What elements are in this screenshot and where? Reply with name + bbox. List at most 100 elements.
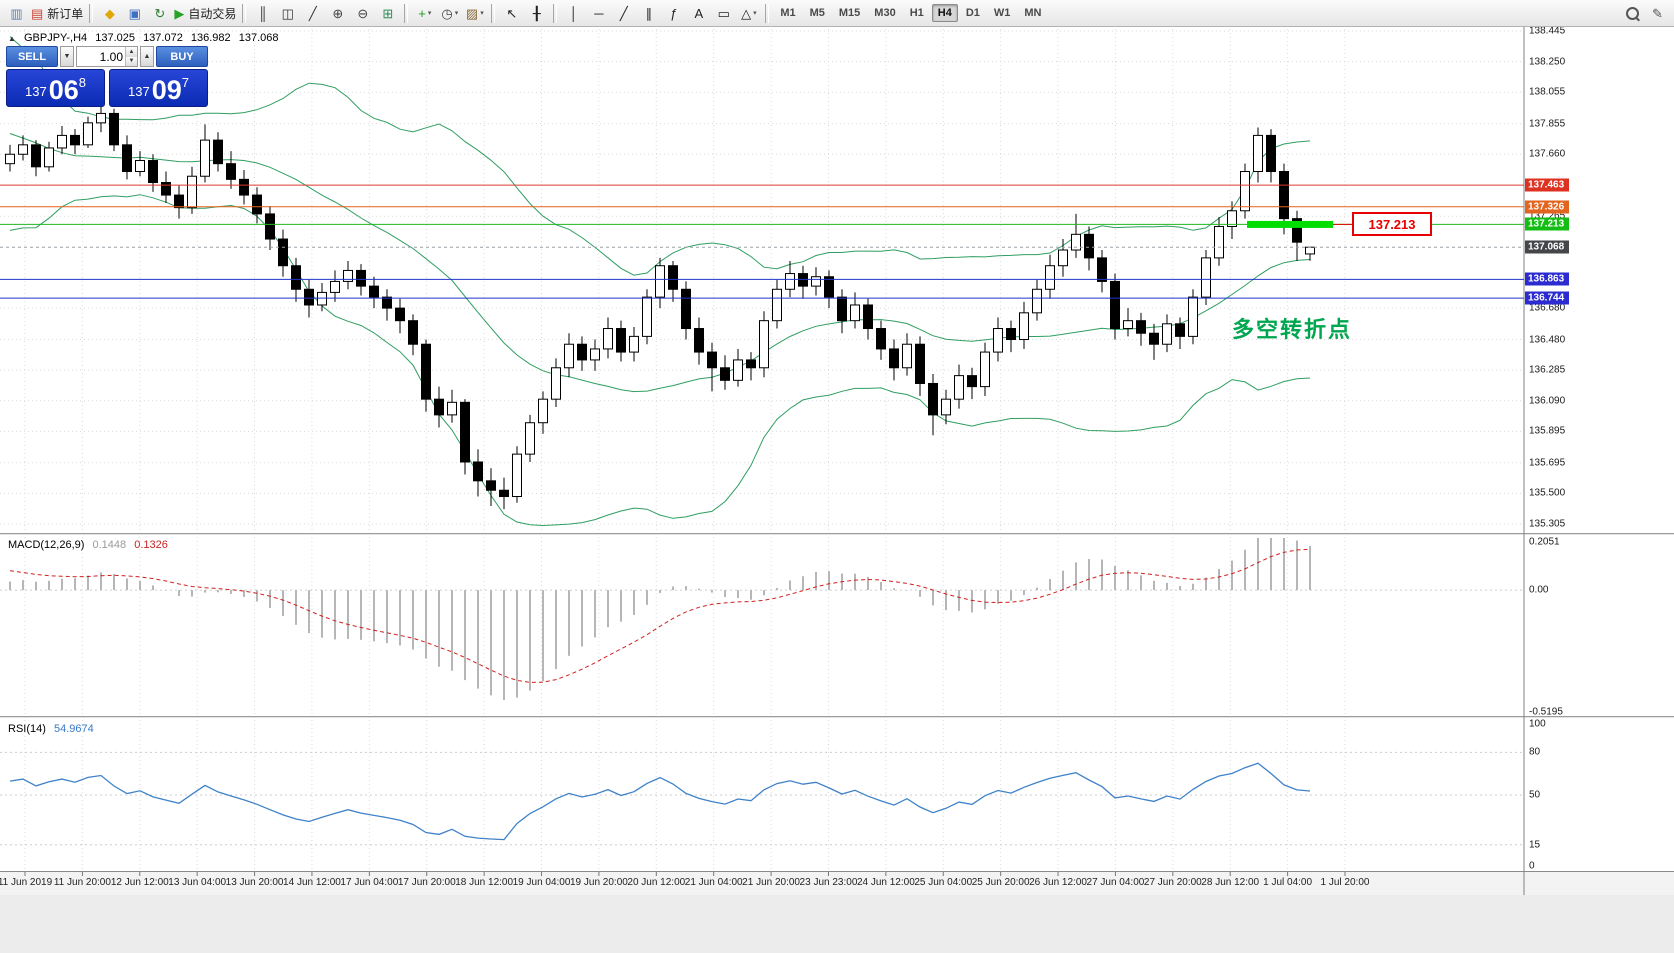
trendline-icon[interactable]: ╱ (612, 2, 635, 24)
channel-icon-glyph: ∥ (645, 5, 653, 21)
crosshair-icon[interactable]: ╂ (525, 2, 548, 24)
panel-splitter-rsi[interactable] (0, 716, 1674, 719)
data-window-icon[interactable]: ▣ (123, 2, 146, 24)
new-order-button[interactable]: ▤ 新订单 (30, 2, 84, 24)
timeframe-m1-button[interactable]: M1 (780, 7, 796, 19)
templates-icon-dropdown: ▾ (480, 10, 484, 17)
candlestick-chart-type-icon[interactable]: ◫ (276, 2, 299, 24)
new-order-button-label: 新订单 (47, 6, 84, 21)
templates-icon-glyph: ▨ (465, 5, 479, 21)
timeframe-w1-button[interactable]: W1 (993, 7, 1011, 19)
timeframe-m30-button[interactable]: M30 (874, 7, 896, 19)
sell-price-button[interactable]: 137 06 8 (6, 69, 105, 107)
ask-big: 09 (151, 75, 182, 105)
tile-windows-icon-glyph: ⊞ (382, 5, 394, 21)
volume-input[interactable] (77, 47, 125, 66)
line-chart-type-icon-glyph: ╱ (308, 5, 317, 21)
periods-icon-dropdown: ▾ (454, 10, 459, 17)
market-watch-icon-glyph: ◆ (104, 5, 115, 21)
toolbar-separator (553, 3, 558, 23)
toolbar-separator (242, 3, 247, 23)
horizontal-line-icon-glyph: ─ (594, 5, 604, 21)
cursor-icon-glyph: ↖ (506, 5, 518, 21)
bid-prefix: 137 (25, 84, 47, 99)
trendline-icon-glyph: ╱ (619, 5, 628, 21)
chart-window-icon-glyph: ▥ (10, 5, 23, 21)
horizontal-line-icon[interactable]: ─ (587, 2, 610, 24)
volume-decrease-button[interactable]: ▼ (126, 56, 137, 66)
indicators-icon-glyph: + (418, 5, 426, 21)
bid-big: 06 (48, 75, 79, 105)
toolbar-separator (765, 3, 770, 23)
tile-windows-icon[interactable]: ⊞ (376, 2, 399, 24)
timeframe-m15-button[interactable]: M15 (838, 7, 861, 19)
time-axis[interactable] (0, 871, 1674, 895)
toolbar-separator (404, 3, 409, 23)
text-label-icon-glyph: ▭ (717, 5, 730, 21)
toolbar-separator (89, 3, 94, 23)
chart-window-icon[interactable]: ▥ (5, 2, 28, 24)
shapes-icon[interactable]: △ ▾ (737, 2, 760, 24)
text-tool-icon-glyph: A (694, 5, 704, 21)
channel-icon[interactable]: ∥ (637, 2, 660, 24)
panel-splitter-macd[interactable] (0, 533, 1674, 536)
new-order-button-glyph: ▤ (31, 5, 44, 21)
market-watch-icon[interactable]: ◆ (98, 2, 121, 24)
macd-panel[interactable] (0, 536, 1674, 716)
one-click-trading-panel: SELL ▼ ▲ ▼ ▲ BUY 137 06 8 137 09 7 (6, 46, 210, 107)
zoom-in-icon-glyph: ⊕ (332, 5, 344, 21)
main-chart-panel[interactable] (0, 27, 1674, 533)
timeframe-h4-button[interactable]: H4 (931, 4, 958, 22)
candlestick-chart-type-icon-glyph: ◫ (281, 5, 294, 21)
search-icon[interactable] (1621, 2, 1644, 24)
indicators-icon-dropdown: ▾ (427, 10, 432, 17)
vertical-line-icon-glyph: │ (569, 5, 578, 21)
window-background (0, 895, 1674, 953)
volume-increase-button[interactable]: ▲ (126, 47, 137, 57)
line-chart-type-icon[interactable]: ╱ (301, 2, 324, 24)
ask-sup: 7 (181, 75, 189, 90)
templates-icon[interactable]: ▨ ▾ (463, 2, 486, 24)
fibonacci-icon-glyph: ƒ (670, 5, 678, 21)
cursor-icon[interactable]: ↖ (500, 2, 523, 24)
shapes-icon-glyph: △ (741, 5, 752, 21)
periods-icon-glyph: ◷ (441, 5, 453, 21)
search-icon-glyph (1626, 6, 1639, 20)
ask-prefix: 137 (128, 84, 150, 99)
rsi-panel[interactable] (0, 719, 1674, 871)
quick-edit-icon-glyph: ✎ (1652, 5, 1663, 21)
timeframe-m5-button[interactable]: M5 (809, 7, 825, 19)
zoom-out-icon-glyph: ⊖ (357, 5, 369, 21)
timeframe-mn-button[interactable]: MN (1024, 7, 1042, 19)
bar-chart-type-icon-glyph: ║ (258, 5, 268, 21)
volume-stepper: ▲ ▼ (76, 46, 138, 67)
vertical-line-icon[interactable]: │ (562, 2, 585, 24)
text-tool-icon[interactable]: A (687, 2, 710, 24)
zoom-out-icon[interactable]: ⊖ (351, 2, 374, 24)
sell-button[interactable]: SELL (6, 46, 58, 67)
refresh-icon[interactable]: ↻ (148, 2, 171, 24)
toolbar: ▥ ▤ 新订单 ◆ ▣ ↻ ▶ 自动交易 ║ ◫ ╱ ⊕ ⊖ ⊞ + ▾ ◷ ▾ ▨ ▾ ↖ ╂ │ ─ ╱ ∥ ƒ A ▭ △ ▾ M1 M5… (0, 0, 1674, 27)
bar-chart-type-icon[interactable]: ║ (251, 2, 274, 24)
bid-sup: 8 (78, 75, 86, 90)
timeframe-h1-button[interactable]: H1 (909, 7, 924, 19)
text-label-icon[interactable]: ▭ (712, 2, 735, 24)
sell-options-button[interactable]: ▼ (60, 46, 74, 67)
auto-trading-button-label: 自动交易 (188, 6, 237, 21)
timeframe-d1-button[interactable]: D1 (965, 7, 980, 19)
auto-trading-button[interactable]: ▶ 自动交易 (173, 2, 237, 24)
zoom-in-icon[interactable]: ⊕ (326, 2, 349, 24)
buy-options-button[interactable]: ▲ (140, 46, 154, 67)
auto-trading-button-glyph: ▶ (174, 5, 185, 21)
toolbar-separator (491, 3, 496, 23)
shapes-icon-dropdown: ▾ (753, 10, 757, 17)
fibonacci-icon[interactable]: ƒ (662, 2, 685, 24)
indicators-icon[interactable]: + ▾ (413, 2, 436, 24)
quick-edit-icon[interactable]: ✎ (1646, 2, 1669, 24)
refresh-icon-glyph: ↻ (154, 5, 166, 21)
periods-icon[interactable]: ◷ ▾ (438, 2, 461, 24)
buy-price-button[interactable]: 137 09 7 (109, 69, 208, 107)
buy-button[interactable]: BUY (156, 46, 208, 67)
data-window-icon-glyph: ▣ (128, 5, 141, 21)
